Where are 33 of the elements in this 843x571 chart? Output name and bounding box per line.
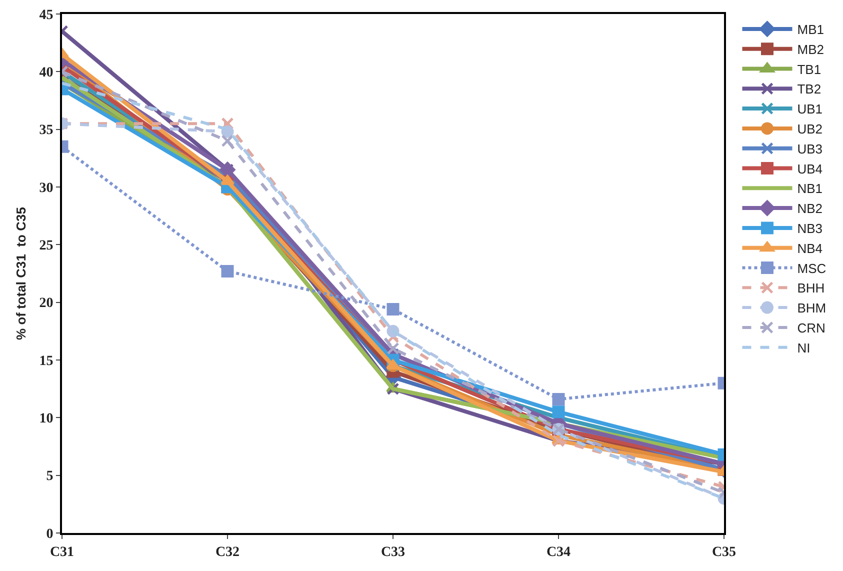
x-tick-label: C33 (380, 544, 406, 560)
y-tick-label: 0 (46, 526, 54, 542)
legend-label: NB4 (797, 240, 823, 256)
y-axis-title: % of total C31 to C35 (14, 207, 29, 340)
legend-label: NB3 (797, 221, 823, 236)
legend-label: NB2 (797, 201, 823, 216)
legend-label: UB3 (797, 141, 823, 156)
y-tick-label: 25 (39, 238, 54, 254)
legend-label: MB2 (797, 42, 824, 57)
y-tick-label: 10 (39, 412, 54, 427)
legend-label: NB1 (797, 181, 823, 196)
x-tick-label: C31 (50, 544, 74, 560)
legend-label: CRN (797, 320, 826, 336)
x-tick-label: C35 (712, 544, 736, 560)
x-tick-label: C32 (215, 544, 240, 560)
y-tick-label: 40 (39, 66, 54, 81)
y-tick-label: 30 (39, 180, 54, 196)
legend-label: BHM (797, 300, 826, 316)
legend-label: TB1 (797, 62, 822, 77)
legend-label: MSC (797, 260, 826, 276)
legend-label: UB4 (797, 161, 823, 176)
y-tick-label: 45 (39, 8, 54, 23)
y-tick-label: 20 (39, 296, 54, 312)
legend-label: UB2 (797, 122, 823, 137)
legend-label: NI (797, 340, 810, 356)
legend-label: UB1 (797, 102, 823, 117)
legend-label: MB1 (797, 22, 824, 38)
legend-label: TB2 (797, 82, 822, 97)
x-tick-label: C34 (546, 544, 571, 560)
y-tick-label: 15 (39, 354, 54, 369)
y-tick-label: 5 (46, 469, 54, 484)
y-tick-label: 35 (39, 123, 54, 138)
legend-label: BHH (797, 280, 825, 296)
